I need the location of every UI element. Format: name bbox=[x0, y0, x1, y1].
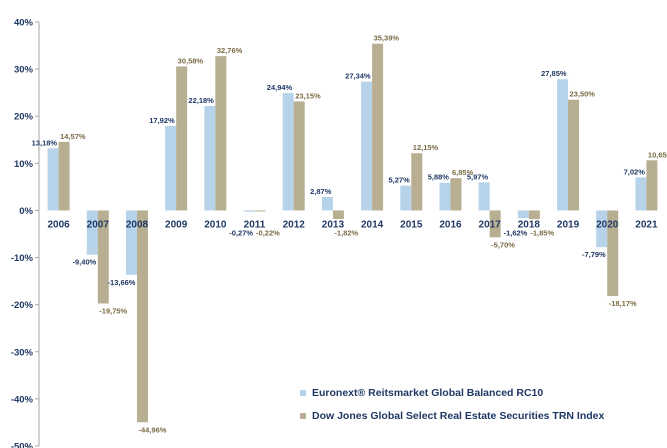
bar-dow-jones-2007 bbox=[97, 210, 109, 304]
x-tick-label: 2010 bbox=[204, 219, 227, 230]
x-tick-label: 2012 bbox=[283, 219, 306, 230]
data-label-euronext-2010: 22,18% bbox=[188, 96, 214, 105]
data-label-euronext-2014: 27,34% bbox=[345, 72, 371, 81]
y-tick-label: -50% bbox=[11, 442, 34, 448]
data-label-dow-jones-2011: -0,22% bbox=[256, 228, 280, 237]
data-label-euronext-2006: 13,18% bbox=[32, 138, 58, 147]
data-label-euronext-2013: 2,87% bbox=[310, 187, 332, 196]
bar-euronext-2014 bbox=[361, 81, 373, 211]
data-label-euronext-2009: 17,92% bbox=[149, 116, 175, 125]
bar-dow-jones-2009 bbox=[176, 66, 188, 211]
bar-dow-jones-2019 bbox=[568, 99, 580, 211]
bar-dow-jones-2013 bbox=[332, 210, 344, 220]
legend-label-dow-jones: Dow Jones Global Select Real Estate Secu… bbox=[312, 409, 605, 422]
y-tick-label: 10% bbox=[14, 159, 34, 170]
data-label-dow-jones-2012: 23,15% bbox=[295, 91, 321, 100]
x-tick-label: 2019 bbox=[557, 219, 580, 230]
data-label-dow-jones-2010: 32,76% bbox=[217, 46, 243, 55]
bar-dow-jones-2011 bbox=[254, 210, 266, 212]
data-label-dow-jones-2015: 12,15% bbox=[413, 143, 439, 152]
data-label-dow-jones-2009: 30,58% bbox=[178, 56, 204, 65]
bar-dow-jones-2016 bbox=[450, 178, 462, 211]
bar-euronext-2009 bbox=[165, 126, 177, 211]
y-tick-label: 40% bbox=[14, 18, 34, 29]
data-label-euronext-2007: -9,40% bbox=[73, 258, 97, 267]
legend-swatch-dow-jones bbox=[300, 412, 306, 419]
y-tick-label: -40% bbox=[11, 394, 34, 405]
x-tick-label: 2020 bbox=[596, 219, 619, 230]
bar-euronext-2010 bbox=[204, 105, 216, 211]
y-tick-label: -30% bbox=[11, 347, 34, 358]
bar-euronext-2006 bbox=[47, 148, 59, 211]
legend-label-euronext: Euronext® Reitsmarket Global Balanced RC… bbox=[312, 386, 544, 399]
bar-dow-jones-2008 bbox=[136, 210, 148, 423]
legend-item-euronext: Euronext® Reitsmarket Global Balanced RC… bbox=[300, 384, 604, 401]
bar-dow-jones-2006 bbox=[58, 141, 70, 211]
bar-euronext-2019 bbox=[557, 79, 569, 211]
bar-dow-jones-2017 bbox=[489, 210, 501, 238]
x-tick-label: 2008 bbox=[126, 219, 149, 230]
data-label-euronext-2021: 7,02% bbox=[624, 167, 646, 176]
bar-euronext-2016 bbox=[439, 182, 451, 211]
bar-euronext-2011 bbox=[243, 210, 255, 212]
bar-dow-jones-2020 bbox=[607, 210, 619, 297]
data-label-dow-jones-2013: -1,82% bbox=[334, 228, 358, 237]
data-label-euronext-2012: 24,94% bbox=[267, 83, 293, 92]
data-label-dow-jones-2007: -19,75% bbox=[99, 306, 127, 315]
data-label-dow-jones-2006: 14,57% bbox=[60, 132, 86, 141]
bar-dow-jones-2018 bbox=[528, 210, 540, 220]
bar-dow-jones-2012 bbox=[293, 101, 305, 211]
bar-euronext-2013 bbox=[321, 196, 333, 211]
bar-euronext-2012 bbox=[282, 92, 294, 211]
bar-dow-jones-2015 bbox=[411, 153, 423, 211]
data-label-euronext-2018: -1,62% bbox=[504, 228, 528, 237]
y-tick-label: 0% bbox=[19, 206, 33, 217]
legend-item-dow-jones: Dow Jones Global Select Real Estate Secu… bbox=[300, 407, 604, 424]
x-tick-label: 2018 bbox=[518, 219, 541, 230]
data-label-dow-jones-2019: 23,50% bbox=[570, 90, 596, 99]
x-tick-label: 2009 bbox=[165, 219, 188, 230]
y-tick-label: 30% bbox=[14, 65, 34, 76]
data-label-dow-jones-2017: -5,70% bbox=[491, 240, 515, 249]
data-label-euronext-2011: -0,27% bbox=[229, 228, 253, 237]
x-tick-label: 2016 bbox=[439, 219, 462, 230]
data-label-euronext-2017: 5,97% bbox=[467, 172, 489, 181]
bar-euronext-2008 bbox=[125, 210, 137, 275]
data-label-dow-jones-2021: 10,65% bbox=[648, 150, 667, 159]
x-tick-label: 2017 bbox=[479, 219, 502, 230]
y-tick-label: -10% bbox=[11, 253, 34, 264]
data-label-dow-jones-2008: -44,96% bbox=[138, 425, 166, 434]
data-label-dow-jones-2016: 6,85% bbox=[452, 168, 474, 177]
legend-swatch-euronext bbox=[300, 389, 306, 396]
data-label-euronext-2016: 5,88% bbox=[428, 173, 450, 182]
bar-dow-jones-2014 bbox=[372, 43, 384, 211]
x-tick-label: 2014 bbox=[361, 219, 384, 230]
x-tick-label: 2007 bbox=[87, 219, 110, 230]
bar-dow-jones-2021 bbox=[646, 160, 658, 211]
y-tick-label: -20% bbox=[11, 300, 34, 311]
bar-euronext-2017 bbox=[478, 182, 490, 211]
data-label-dow-jones-2020: -18,17% bbox=[609, 299, 637, 308]
bar-euronext-2015 bbox=[400, 185, 412, 211]
data-label-euronext-2008: -13,66% bbox=[108, 278, 136, 287]
x-tick-label: 2013 bbox=[322, 219, 345, 230]
x-tick-label: 2015 bbox=[400, 219, 423, 230]
bar-dow-jones-2010 bbox=[215, 56, 227, 211]
data-label-euronext-2019: 27,85% bbox=[541, 69, 567, 78]
data-label-euronext-2015: 5,27% bbox=[389, 176, 411, 185]
y-tick-label: 20% bbox=[14, 112, 34, 123]
x-tick-label: 2006 bbox=[47, 219, 70, 230]
data-label-dow-jones-2014: 35,39% bbox=[374, 34, 400, 43]
chart-legend: Euronext® Reitsmarket Global Balanced RC… bbox=[300, 384, 604, 430]
x-tick-label: 2011 bbox=[244, 219, 266, 230]
data-label-dow-jones-2018: -1,85% bbox=[530, 228, 554, 237]
x-tick-label: 2021 bbox=[635, 219, 658, 230]
bar-euronext-2021 bbox=[635, 177, 647, 211]
bar-euronext-2018 bbox=[517, 210, 529, 219]
bar-euronext-2020 bbox=[596, 210, 608, 248]
data-label-euronext-2020: -7,79% bbox=[582, 250, 606, 259]
bar-euronext-2007 bbox=[86, 210, 98, 255]
